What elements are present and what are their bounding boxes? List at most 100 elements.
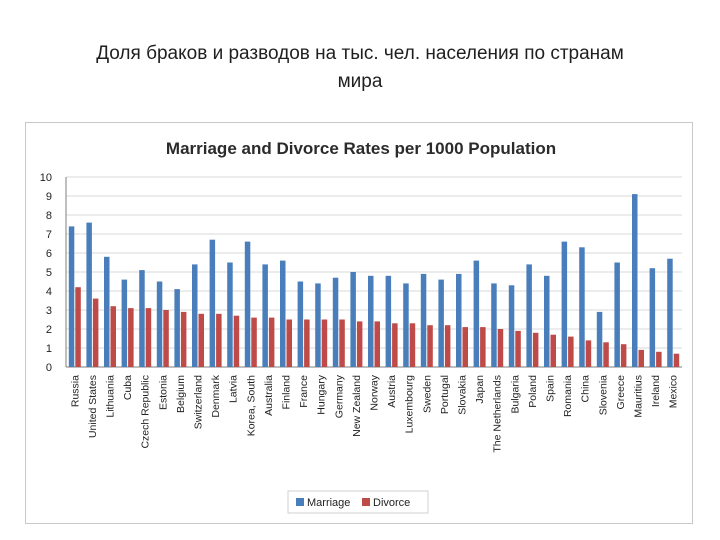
legend-swatch-divorce — [362, 498, 370, 506]
bar-marriage — [174, 289, 180, 367]
bar-marriage — [332, 277, 339, 367]
bar-divorce — [356, 321, 363, 367]
bar-divorce — [321, 319, 328, 367]
x-category-label: Luxembourg — [404, 375, 416, 434]
y-tick-label: 4 — [46, 286, 52, 298]
bar-marriage — [350, 272, 356, 367]
legend-box — [287, 490, 429, 514]
bar-divorce — [568, 336, 574, 367]
bar-divorce — [638, 349, 644, 367]
bar-marriage — [139, 270, 145, 367]
x-category-label: Germany — [333, 374, 345, 418]
bar-divorce — [656, 351, 662, 367]
bar-marriage — [456, 273, 462, 367]
x-category-label: Norway — [369, 374, 381, 410]
bars — [68, 194, 680, 367]
bar-marriage — [632, 194, 638, 367]
x-category-label: France — [298, 375, 310, 408]
bar-marriage — [420, 273, 427, 367]
bar-divorce — [145, 308, 152, 367]
x-category-label: Hungary — [316, 374, 328, 414]
x-category-label: Portugal — [439, 375, 451, 414]
y-axis-ticks: 0 1 2 3 4 5 6 7 8 9 10 — [40, 172, 52, 374]
bar-marriage — [121, 279, 128, 367]
bar-marriage — [244, 241, 251, 367]
bar-divorce — [620, 344, 627, 367]
bar-marriage — [297, 281, 304, 367]
bar-marriage — [438, 279, 444, 367]
x-category-label: The Netherlands — [492, 375, 504, 453]
bar-marriage — [596, 311, 603, 367]
x-category-label: Romania — [562, 375, 574, 417]
bar-divorce — [585, 340, 592, 367]
x-category-label: Slovakia — [457, 375, 469, 415]
x-category-label: Mexico — [668, 375, 680, 408]
y-tick-label: 3 — [46, 305, 52, 317]
bar-divorce — [92, 298, 99, 367]
bar-divorce — [532, 332, 539, 367]
bar-divorce — [603, 342, 609, 367]
bar-marriage — [544, 275, 550, 367]
bar-marriage — [315, 283, 321, 367]
bar-divorce — [409, 323, 416, 367]
bar-marriage — [667, 258, 673, 367]
y-tick-label: 6 — [46, 248, 52, 260]
legend-label-divorce: Divorce — [373, 497, 410, 509]
y-tick-label: 9 — [46, 191, 52, 203]
legend-swatch-marriage — [296, 498, 304, 506]
bar-divorce — [304, 319, 310, 367]
bar-marriage — [614, 262, 620, 367]
chart-title: Marriage and Divorce Rates per 1000 Popu… — [166, 139, 556, 158]
bar-divorce — [339, 319, 345, 367]
x-category-label: Finland — [281, 375, 293, 410]
x-category-label: Bulgaria — [509, 375, 521, 414]
y-tick-label: 7 — [46, 229, 52, 241]
bar-divorce — [497, 329, 504, 367]
bar-marriage — [649, 268, 656, 367]
slide-title: Доля браков и разводов на тыс. чел. насе… — [30, 40, 690, 96]
bar-divorce — [427, 325, 433, 367]
bar-divorce — [550, 334, 556, 367]
x-category-label: Lithuania — [105, 375, 117, 418]
y-tick-label: 0 — [46, 362, 52, 374]
x-category-label: Denmark — [210, 374, 222, 417]
x-category-label: Estonia — [157, 375, 169, 410]
bar-divorce — [216, 313, 222, 367]
y-tick-label: 5 — [46, 267, 52, 279]
bar-marriage — [508, 285, 515, 367]
bar-marriage — [192, 264, 198, 367]
bar-divorce — [673, 353, 680, 367]
y-tick-label: 8 — [46, 210, 52, 222]
bar-marriage — [403, 283, 409, 367]
x-category-label: Mauritius — [633, 375, 645, 418]
x-category-label: Latvia — [228, 375, 240, 403]
x-axis-category-labels: Russia United States Lithuania Cuba Czech Re… — [69, 374, 679, 452]
x-category-label: Slovenia — [597, 375, 609, 415]
x-category-label: Japan — [474, 375, 486, 404]
bar-divorce — [251, 317, 257, 367]
y-tick-label: 2 — [46, 324, 52, 336]
x-category-label: Czech Republic — [140, 375, 152, 449]
bar-divorce — [233, 315, 240, 367]
bar-marriage — [526, 264, 532, 367]
x-category-label: Cuba — [122, 375, 134, 400]
bar-marriage — [227, 262, 233, 367]
bar-marriage — [156, 281, 163, 367]
bar-divorce — [286, 319, 292, 367]
x-category-label: Korea, South — [245, 375, 257, 436]
y-tick-label: 10 — [40, 172, 52, 184]
y-tick-label: 1 — [46, 343, 52, 355]
legend-label-marriage: Marriage — [307, 497, 350, 509]
bar-marriage — [385, 275, 392, 367]
bar-marriage — [561, 241, 568, 367]
bar-divorce — [462, 327, 468, 367]
x-category-label: United States — [87, 375, 99, 438]
bar-divorce — [392, 323, 398, 367]
x-category-label: Russia — [69, 375, 81, 407]
bar-marriage — [86, 222, 92, 367]
bar-divorce — [180, 311, 187, 367]
slide-title-line-2: мира — [337, 71, 383, 92]
x-category-label: Austria — [386, 375, 398, 408]
bar-marriage — [280, 260, 286, 367]
bar-marriage — [104, 256, 110, 367]
